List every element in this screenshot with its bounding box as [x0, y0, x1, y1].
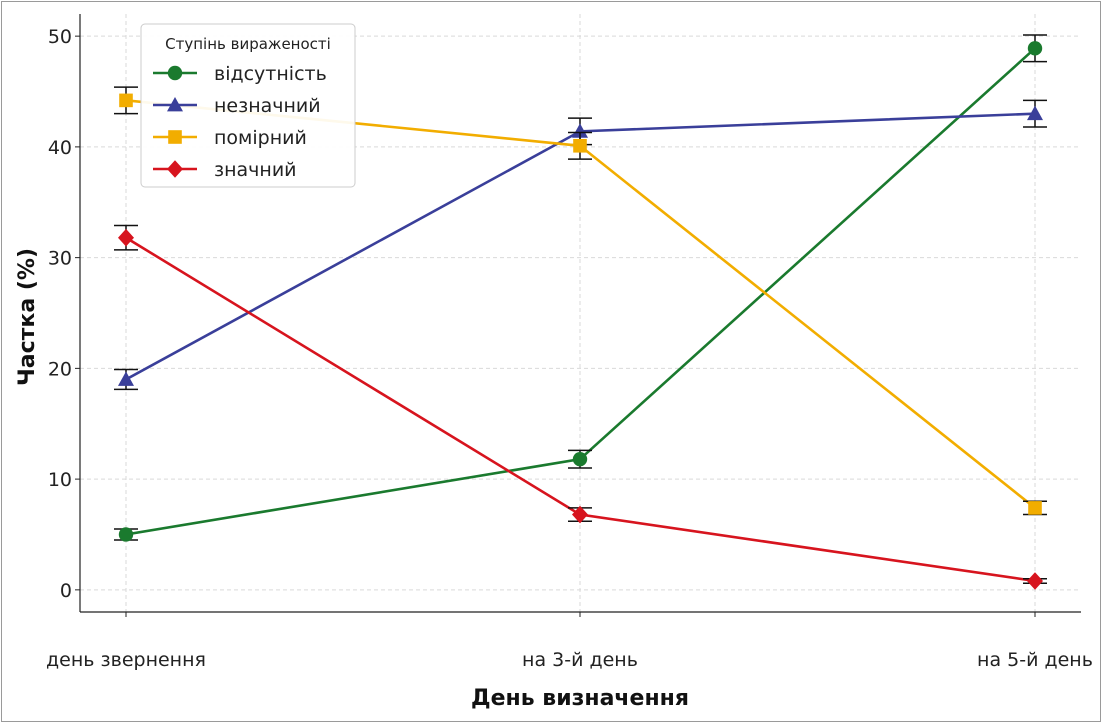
legend-item: помірний	[153, 127, 307, 149]
data-point	[118, 228, 134, 247]
data-point	[573, 138, 587, 153]
data-point	[572, 505, 588, 524]
y-tick-label: 10	[48, 469, 72, 491]
legend-box	[140, 23, 356, 188]
legend-label: незначний	[214, 95, 321, 117]
data-point	[1027, 572, 1043, 590]
data-point	[1027, 105, 1043, 121]
series-layer	[114, 34, 1047, 590]
series-circle	[114, 34, 1047, 542]
x-axis-title: День визначення	[471, 686, 689, 711]
legend-label: значний	[214, 159, 297, 181]
series-diamond	[114, 224, 1047, 590]
legend-label: помірний	[214, 127, 307, 149]
legend-swatch-marker	[168, 130, 182, 144]
data-point	[1027, 41, 1043, 56]
x-tick-label: на 5-й день	[977, 649, 1093, 671]
legend-title: Ступінь вираженості	[165, 35, 331, 53]
legend-swatch-marker	[167, 160, 183, 178]
y-tick-label: 40	[48, 137, 72, 159]
legend-item: відсутність	[153, 63, 327, 85]
x-tick-label: день звернення	[46, 649, 206, 671]
legend-label: відсутність	[214, 63, 327, 85]
legend-swatch-marker	[167, 97, 183, 112]
data-point	[1028, 501, 1042, 515]
axes: 0 10 20 30 40 50 день звернення на 3-й день на 5…	[46, 14, 1093, 671]
legend-swatch-marker	[167, 65, 183, 81]
y-tick-label: 20	[48, 358, 72, 380]
y-tick-label: 50	[48, 26, 72, 48]
legend: Ступінь вираженості відсутність незначний п…	[140, 23, 356, 188]
y-tick-label: 0	[60, 580, 72, 602]
x-tick-label: на 3-й день	[522, 649, 638, 671]
data-point	[119, 93, 133, 108]
data-point	[118, 527, 134, 542]
y-axis-title: Частка (%)	[15, 248, 40, 386]
data-point	[572, 123, 588, 138]
series-triangle	[114, 99, 1047, 391]
y-tick-label: 30	[48, 248, 72, 270]
legend-item: незначний	[153, 95, 321, 117]
data-point	[572, 451, 588, 467]
data-point	[118, 371, 134, 386]
legend-item: значний	[153, 159, 297, 181]
